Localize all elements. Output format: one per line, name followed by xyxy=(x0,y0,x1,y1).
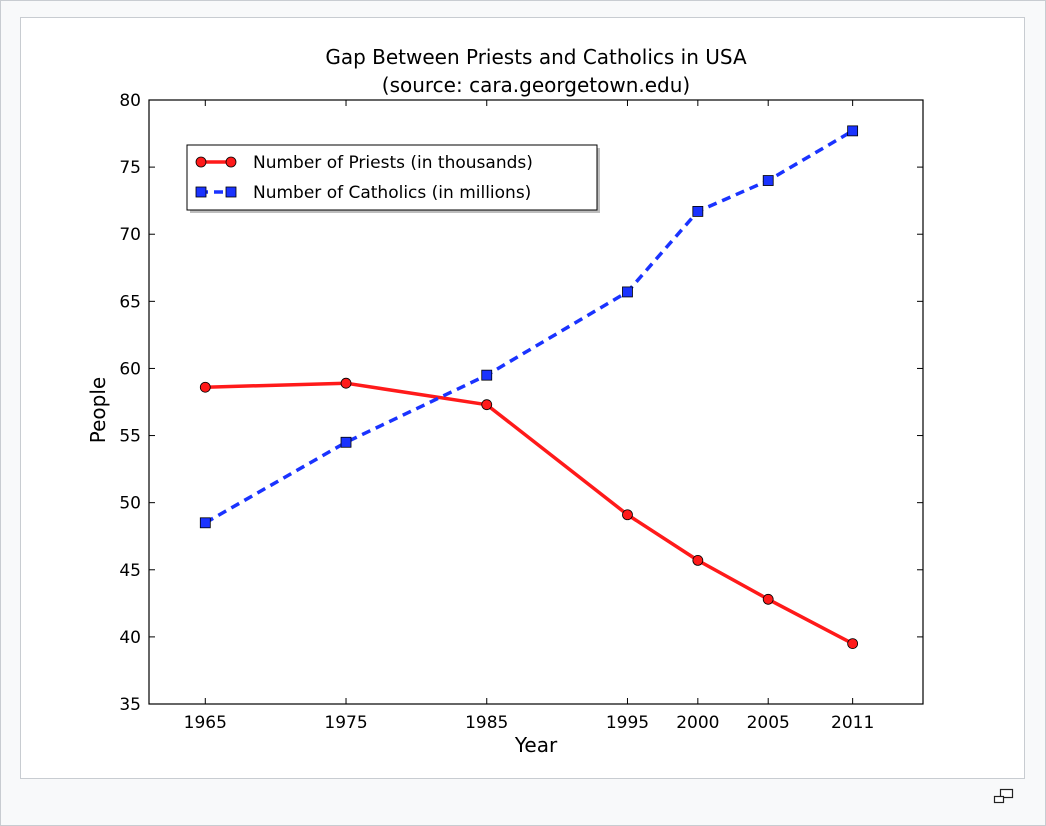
y-tick-label: 40 xyxy=(119,628,141,648)
data-point-square xyxy=(340,436,352,448)
y-tick-label: 65 xyxy=(119,292,141,312)
data-point-circle xyxy=(622,509,633,521)
plot-area: 35 40 45 50 55 60 65 70 75 80 1965 1975 1985 1995 2000… xyxy=(119,91,924,733)
legend-marker xyxy=(225,186,237,198)
data-point-circle xyxy=(692,554,704,566)
chart-subtitle: (source: cara.georgetown.edu) xyxy=(382,73,690,97)
chart-title: Gap Between Priests and Catholics in USA xyxy=(325,45,747,69)
magnify-clip-icon[interactable] xyxy=(993,788,1015,806)
data-point-square xyxy=(481,369,493,381)
x-tick-label: 1965 xyxy=(184,713,227,733)
data-point-square xyxy=(692,206,704,217)
legend-marker xyxy=(195,186,207,198)
legend-marker xyxy=(195,156,207,168)
data-point-circle xyxy=(847,638,859,649)
legend-label-2: Number of Catholics (in millions) xyxy=(253,183,531,203)
y-tick-label: 50 xyxy=(119,494,141,514)
x-tick-label: 1995 xyxy=(606,713,649,733)
legend-label-1: Number of Priests (in thousands) xyxy=(253,153,533,173)
data-point-circle xyxy=(340,377,352,389)
y-tick-label: 55 xyxy=(119,427,141,447)
legend-box xyxy=(186,144,598,211)
y-tick-label: 35 xyxy=(119,695,141,715)
data-point-square xyxy=(847,125,859,137)
x-tick-label: 2011 xyxy=(831,713,874,733)
data-point-circle xyxy=(199,381,211,393)
plot-frame xyxy=(148,99,924,705)
x-tick-label: 2000 xyxy=(676,713,719,733)
series-line-1 xyxy=(205,381,854,646)
x-tick-label: 1985 xyxy=(465,713,508,733)
y-axis-label: People xyxy=(86,377,110,443)
y-tick-label: 70 xyxy=(119,225,141,245)
chart-legend: Number of Priests (in thousands) Number o… xyxy=(186,144,600,213)
y-tick-label: 45 xyxy=(119,561,141,581)
y-tick-label: 75 xyxy=(119,158,141,178)
x-tick-label: 2005 xyxy=(747,713,790,733)
data-point-circle xyxy=(481,399,493,411)
line-chart: Gap Between Priests and Catholics in USA… xyxy=(86,45,924,757)
legend-marker xyxy=(225,156,237,168)
data-point-square xyxy=(622,286,633,298)
data-point-square xyxy=(762,175,774,186)
x-tick-label: 1975 xyxy=(324,713,367,733)
data-point-circle xyxy=(762,593,774,605)
x-axis-label: Year xyxy=(514,733,558,757)
chart-image: Gap Between Priests and Catholics in USA… xyxy=(20,17,1025,779)
y-tick-label: 80 xyxy=(119,91,141,111)
y-tick-label: 60 xyxy=(119,359,141,379)
data-point-square xyxy=(199,517,211,529)
